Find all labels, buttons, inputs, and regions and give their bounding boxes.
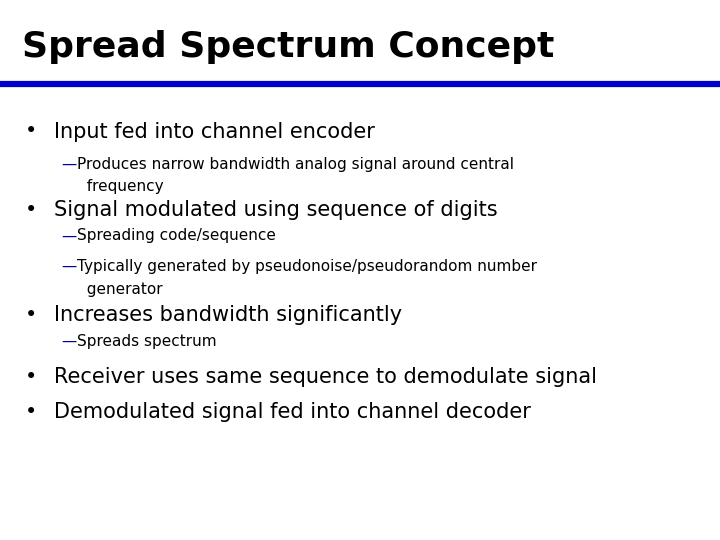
Text: Typically generated by pseudonoise/pseudorandom number: Typically generated by pseudonoise/pseud…: [77, 259, 537, 274]
Text: —: —: [61, 334, 76, 349]
Text: Increases bandwidth significantly: Increases bandwidth significantly: [54, 305, 402, 325]
Text: •: •: [25, 200, 37, 220]
Text: Receiver uses same sequence to demodulate signal: Receiver uses same sequence to demodulat…: [54, 367, 597, 387]
Text: Produces narrow bandwidth analog signal around central: Produces narrow bandwidth analog signal …: [77, 157, 514, 172]
Text: •: •: [25, 122, 37, 141]
Text: Spreading code/sequence: Spreading code/sequence: [77, 228, 276, 244]
Text: Spread Spectrum Concept: Spread Spectrum Concept: [22, 30, 554, 64]
Text: Demodulated signal fed into channel decoder: Demodulated signal fed into channel deco…: [54, 402, 531, 422]
Text: generator: generator: [77, 282, 163, 297]
Text: •: •: [25, 305, 37, 325]
Text: Spreads spectrum: Spreads spectrum: [77, 334, 217, 349]
Text: Input fed into channel encoder: Input fed into channel encoder: [54, 122, 375, 141]
Text: —: —: [61, 157, 76, 172]
Text: •: •: [25, 367, 37, 387]
Text: Signal modulated using sequence of digits: Signal modulated using sequence of digit…: [54, 200, 498, 220]
Text: —: —: [61, 259, 76, 274]
Text: •: •: [25, 402, 37, 422]
Text: —: —: [61, 228, 76, 244]
Text: frequency: frequency: [77, 179, 163, 194]
